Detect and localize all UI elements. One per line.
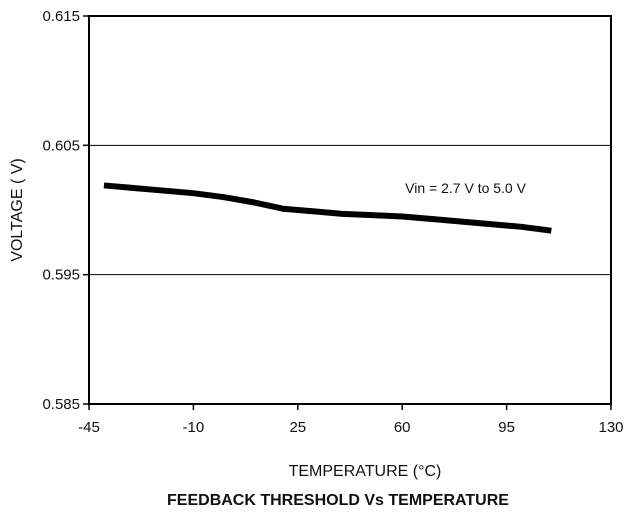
series-group [103,182,552,234]
y-axis-label: VOLTAGE ( V) [9,158,26,261]
plot-frame [88,15,612,405]
x-tick-label-2: 25 [289,419,306,436]
y-tick-label-1: 0.595 [42,267,80,284]
chart-title: FEEDBACK THRESHOLD Vs TEMPERATURE [167,492,509,509]
series-line-0 [103,182,552,234]
x-axis-label: TEMPERATURE (°C) [289,463,442,480]
x-tick-label-5: 130 [598,419,623,436]
x-tick-label-0: -45 [78,419,100,436]
x-axis-ticks: -45 -10 25 60 95 130 [78,404,624,436]
x-tick-label-1: -10 [183,419,205,436]
y-tick-label-0: 0.585 [42,396,80,413]
x-tick-label-3: 60 [394,419,411,436]
annotation-label: Vin = 2.7 V to 5.0 V [405,180,526,196]
x-tick-label-4: 95 [498,419,515,436]
gridlines [89,144,611,276]
y-tick-label-2: 0.605 [42,137,80,154]
y-axis-ticks: 0.585 0.595 0.605 0.615 [42,8,89,413]
y-tick-label-3: 0.615 [42,8,80,25]
